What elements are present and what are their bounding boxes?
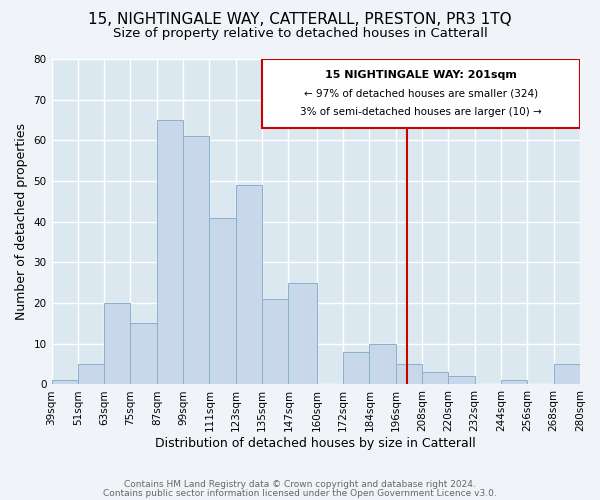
Y-axis label: Number of detached properties: Number of detached properties — [15, 123, 28, 320]
Bar — [183, 136, 209, 384]
Bar — [236, 185, 262, 384]
Bar — [262, 299, 289, 384]
Bar — [209, 218, 236, 384]
Text: 15, NIGHTINGALE WAY, CATTERALL, PRESTON, PR3 1TQ: 15, NIGHTINGALE WAY, CATTERALL, PRESTON,… — [88, 12, 512, 28]
Bar — [289, 283, 317, 384]
Bar — [396, 364, 422, 384]
FancyBboxPatch shape — [262, 59, 580, 128]
Bar — [343, 352, 370, 384]
Bar — [501, 380, 527, 384]
Bar — [130, 324, 157, 384]
Bar — [78, 364, 104, 384]
Text: Size of property relative to detached houses in Catterall: Size of property relative to detached ho… — [113, 28, 487, 40]
Text: 15 NIGHTINGALE WAY: 201sqm: 15 NIGHTINGALE WAY: 201sqm — [325, 70, 517, 80]
Bar — [370, 344, 396, 385]
Bar — [448, 376, 475, 384]
Text: Contains public sector information licensed under the Open Government Licence v3: Contains public sector information licen… — [103, 488, 497, 498]
Bar — [52, 380, 78, 384]
Bar — [422, 372, 448, 384]
Bar — [157, 120, 183, 384]
Bar — [554, 364, 580, 384]
Text: 3% of semi-detached houses are larger (10) →: 3% of semi-detached houses are larger (1… — [300, 108, 542, 118]
Bar — [104, 303, 130, 384]
X-axis label: Distribution of detached houses by size in Catterall: Distribution of detached houses by size … — [155, 437, 476, 450]
Text: Contains HM Land Registry data © Crown copyright and database right 2024.: Contains HM Land Registry data © Crown c… — [124, 480, 476, 489]
Text: ← 97% of detached houses are smaller (324): ← 97% of detached houses are smaller (32… — [304, 88, 538, 99]
